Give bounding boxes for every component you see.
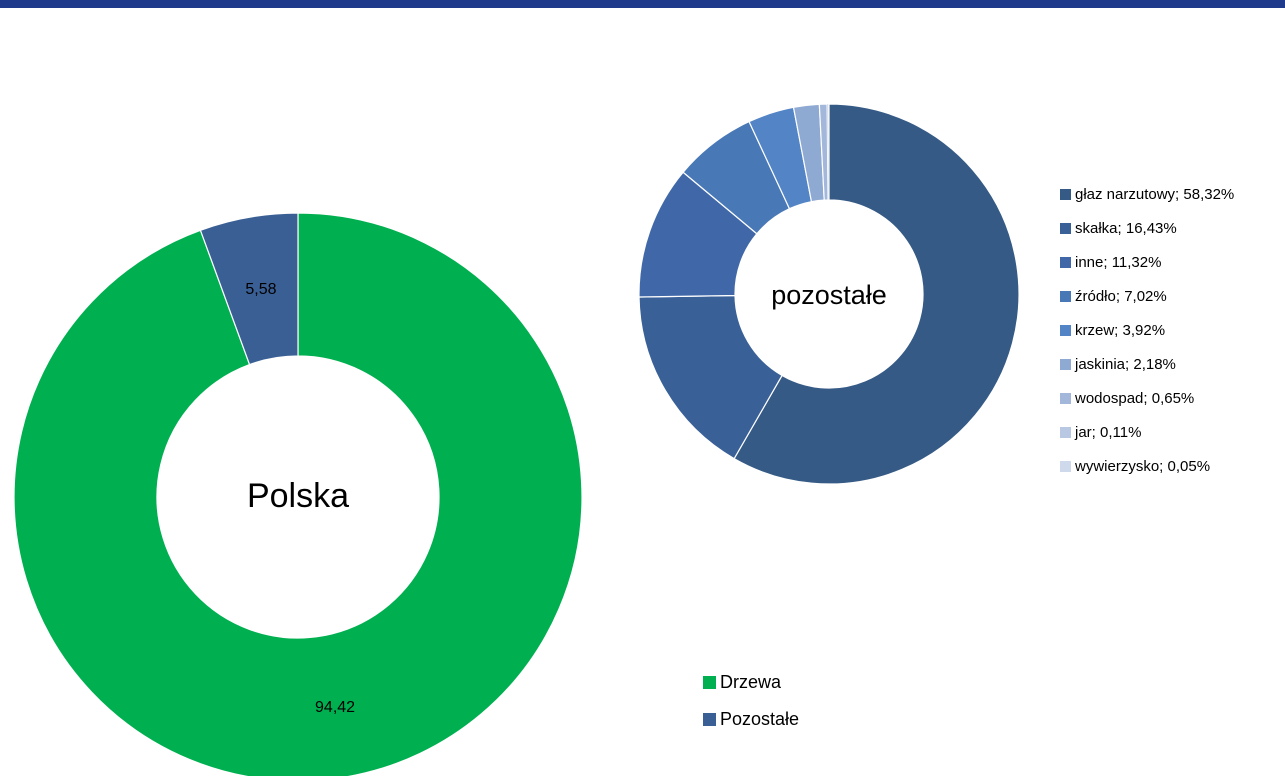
data-label-pozostale: 5,58	[245, 281, 276, 298]
polska-center-label: Polska	[247, 477, 349, 515]
legend-swatch-wodospad	[1060, 393, 1071, 404]
pozostale-center-label: pozostałe	[771, 280, 887, 310]
pozostale-legend-item-krzew: krzew; 3,92%	[1060, 322, 1165, 339]
slice-skalka	[638, 294, 783, 460]
legend-swatch-drzewa	[703, 676, 716, 689]
legend-label-pozostale: Pozostałe	[720, 709, 799, 729]
polska-legend: Drzewa Pozostałe	[703, 672, 799, 729]
legend-swatch-glaz-narzutowy	[1060, 189, 1071, 200]
legend-label-jar: jar; 0,11%	[1074, 424, 1141, 441]
pozostale-legend-item-skalka: skałka; 16,43%	[1060, 220, 1177, 237]
legend-swatch-wywierzysko	[1060, 461, 1071, 472]
slice-pozostale	[199, 212, 299, 366]
legend-label-glaz-narzutowy: głaz narzutowy; 58,32%	[1075, 186, 1234, 203]
pozostale-legend-item-wywierzysko: wywierzysko; 0,05%	[1060, 458, 1210, 475]
pozostale-donut-chart: pozostałe	[638, 103, 1020, 485]
pozostale-legend-item-jar: jar; 0,11%	[1060, 424, 1141, 441]
pozostale-legend-item-glaz-narzutowy: głaz narzutowy; 58,32%	[1060, 186, 1234, 203]
legend-swatch-jar	[1060, 427, 1071, 438]
legend-label-wodospad: wodospad; 0,65%	[1074, 390, 1194, 407]
legend-label-skalka: skałka; 16,43%	[1075, 220, 1177, 237]
slice-wywierzysko	[828, 103, 830, 201]
polska-legend-item-drzewa: Drzewa	[703, 672, 782, 692]
legend-swatch-krzew	[1060, 325, 1071, 336]
top-banner	[0, 0, 1285, 8]
pozostale-legend: głaz narzutowy; 58,32% skałka; 16,43% inne…	[1060, 186, 1234, 475]
pozostale-legend-item-zrodlo: źródło; 7,02%	[1060, 288, 1167, 305]
pozostale-legend-item-inne: inne; 11,32%	[1060, 254, 1161, 271]
pozostale-legend-item-jaskinia: jaskinia; 2,18%	[1060, 356, 1176, 373]
pozostale-legend-item-wodospad: wodospad; 0,65%	[1060, 390, 1194, 407]
legend-label-jaskinia: jaskinia; 2,18%	[1074, 356, 1176, 373]
slice-drzewa	[13, 212, 583, 776]
legend-label-zrodlo: źródło; 7,02%	[1075, 288, 1167, 305]
legend-swatch-jaskinia	[1060, 359, 1071, 370]
legend-swatch-zrodlo	[1060, 291, 1071, 302]
data-label-drzewa: 94,42	[315, 699, 355, 716]
polska-donut-chart: 94,42 5,58 Polska	[13, 212, 583, 776]
legend-swatch-pozostale	[703, 713, 716, 726]
legend-label-krzew: krzew; 3,92%	[1075, 322, 1165, 339]
polska-legend-item-pozostale: Pozostałe	[703, 709, 799, 729]
slice-glaz-narzutowy	[733, 103, 1020, 485]
legend-swatch-skalka	[1060, 223, 1071, 234]
legend-swatch-inne	[1060, 257, 1071, 268]
legend-label-inne: inne; 11,32%	[1075, 254, 1161, 271]
legend-label-wywierzysko: wywierzysko; 0,05%	[1074, 458, 1210, 475]
legend-label-drzewa: Drzewa	[720, 672, 782, 692]
